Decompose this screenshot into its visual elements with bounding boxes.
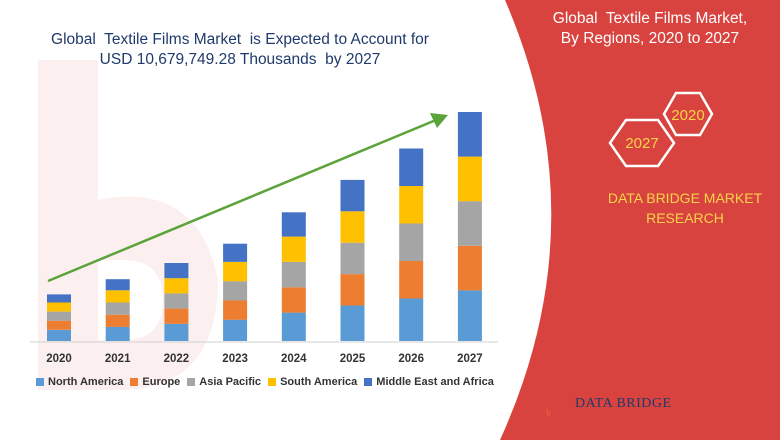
bar-2025-europe — [340, 274, 365, 306]
bar-2026-asia-pacific — [399, 223, 424, 261]
x-tick-label-2024: 2024 — [281, 353, 307, 365]
bar-2022-middle-east-and-africa — [164, 263, 189, 279]
bar-2020-south-america — [47, 302, 71, 312]
bar-2023-europe — [223, 300, 248, 320]
legend-label: Middle East and Africa — [376, 376, 494, 388]
hex-label-2027: 2027 — [625, 135, 658, 152]
legend-item-south-america: South America — [268, 376, 357, 388]
bar-2022-europe — [164, 308, 189, 324]
bar-2027-asia-pacific — [457, 201, 482, 246]
legend-item-europe: Europe — [130, 376, 180, 388]
legend-swatch — [130, 378, 139, 386]
bar-2026-europe — [399, 261, 424, 299]
trend-arrow-icon — [47, 113, 448, 283]
x-tick-label-2022: 2022 — [164, 353, 190, 365]
brand-line-1: DATA BRIDGE MARKET — [607, 190, 763, 206]
x-tick-label-2025: 2025 — [340, 353, 366, 365]
bar-2023-north-america — [223, 319, 248, 341]
x-axis-labels: 2020 2021 2022 2023 2024 2025 2026 2027 — [46, 353, 482, 365]
legend-item-north-america: North America — [36, 376, 123, 388]
brand-line-2: RESEARCH — [646, 210, 724, 226]
bar-2025-middle-east-and-africa — [340, 179, 365, 212]
chart-title-line-2: USD 10,679,749.28 Thousands by 2027 — [99, 51, 381, 68]
brand-text: DATA BRIDGE MARKET RESEARCH — [590, 188, 780, 228]
bar-2021-asia-pacific — [105, 302, 130, 315]
bar-2020-north-america — [47, 329, 71, 341]
bar-2026-middle-east-and-africa — [399, 148, 424, 186]
bar-2027-south-america — [457, 156, 482, 202]
legend-swatch — [268, 378, 277, 386]
bar-2026-south-america — [399, 186, 424, 224]
bar-2023-south-america — [223, 262, 248, 282]
bar-2027-middle-east-and-africa — [457, 112, 482, 157]
legend-swatch — [187, 378, 196, 386]
bar-2022-south-america — [164, 278, 189, 294]
legend-swatch — [364, 378, 373, 386]
x-tick-label-2026: 2026 — [398, 353, 424, 365]
hexagon-2020-icon: 2020 — [662, 91, 714, 137]
legend-label: Europe — [142, 376, 181, 388]
x-tick-label-2023: 2023 — [222, 353, 248, 365]
data-bridge-logo-icon — [546, 408, 551, 417]
bar-2022-north-america — [164, 323, 189, 341]
chart-title-line-1: Global Textile Films Market is Expected … — [51, 31, 429, 48]
x-tick-label-2021: 2021 — [105, 353, 131, 365]
hex-label-2020: 2020 — [671, 107, 704, 124]
bar-2021-north-america — [105, 326, 130, 341]
bar-2024-south-america — [281, 236, 306, 262]
legend-item-asia-pacific: Asia Pacific — [187, 376, 261, 388]
x-tick-label-2020: 2020 — [46, 353, 72, 365]
bars-group — [47, 112, 482, 341]
bar-2020-middle-east-and-africa — [47, 294, 71, 303]
bar-2024-europe — [281, 287, 306, 313]
legend-label: South America — [280, 376, 358, 388]
bar-2021-middle-east-and-africa — [105, 279, 130, 291]
bar-2023-middle-east-and-africa — [223, 243, 248, 262]
bar-2020-asia-pacific — [47, 311, 71, 321]
bar-2027-europe — [457, 245, 482, 291]
bar-2026-north-america — [399, 298, 424, 341]
bar-2024-north-america — [281, 312, 306, 341]
bar-2025-asia-pacific — [340, 242, 365, 275]
chart-legend: North America Europe Asia Pacific South Ame… — [36, 376, 494, 388]
hexagon-2027-icon: 2027 — [608, 118, 676, 168]
bar-2021-south-america — [105, 290, 130, 303]
chart-title: Global Textile Films Market is Expected … — [20, 30, 460, 70]
logo-text: DATA BRIDGE — [575, 396, 672, 411]
panel-title-line-1: Global Textile Films Market, — [552, 10, 748, 27]
legend-label: Asia Pacific — [199, 376, 262, 388]
x-tick-label-2027: 2027 — [457, 353, 483, 365]
panel-title-line-2: By Regions, 2020 to 2027 — [560, 30, 740, 47]
bar-2027-north-america — [457, 290, 482, 341]
legend-swatch — [36, 378, 44, 386]
bar-2020-europe — [47, 320, 71, 330]
panel-title: Global Textile Films Market, By Regions,… — [520, 9, 780, 49]
legend-label: North America — [48, 376, 124, 388]
bar-2023-asia-pacific — [223, 281, 248, 301]
bar-2025-south-america — [340, 211, 365, 243]
bar-2024-asia-pacific — [281, 262, 306, 288]
bar-2025-north-america — [340, 305, 365, 341]
bar-2022-asia-pacific — [164, 293, 189, 309]
bar-2021-europe — [105, 314, 130, 327]
bar-2024-middle-east-and-africa — [281, 212, 306, 237]
legend-item-middle-east-and-africa: Middle East and Africa — [364, 376, 494, 388]
